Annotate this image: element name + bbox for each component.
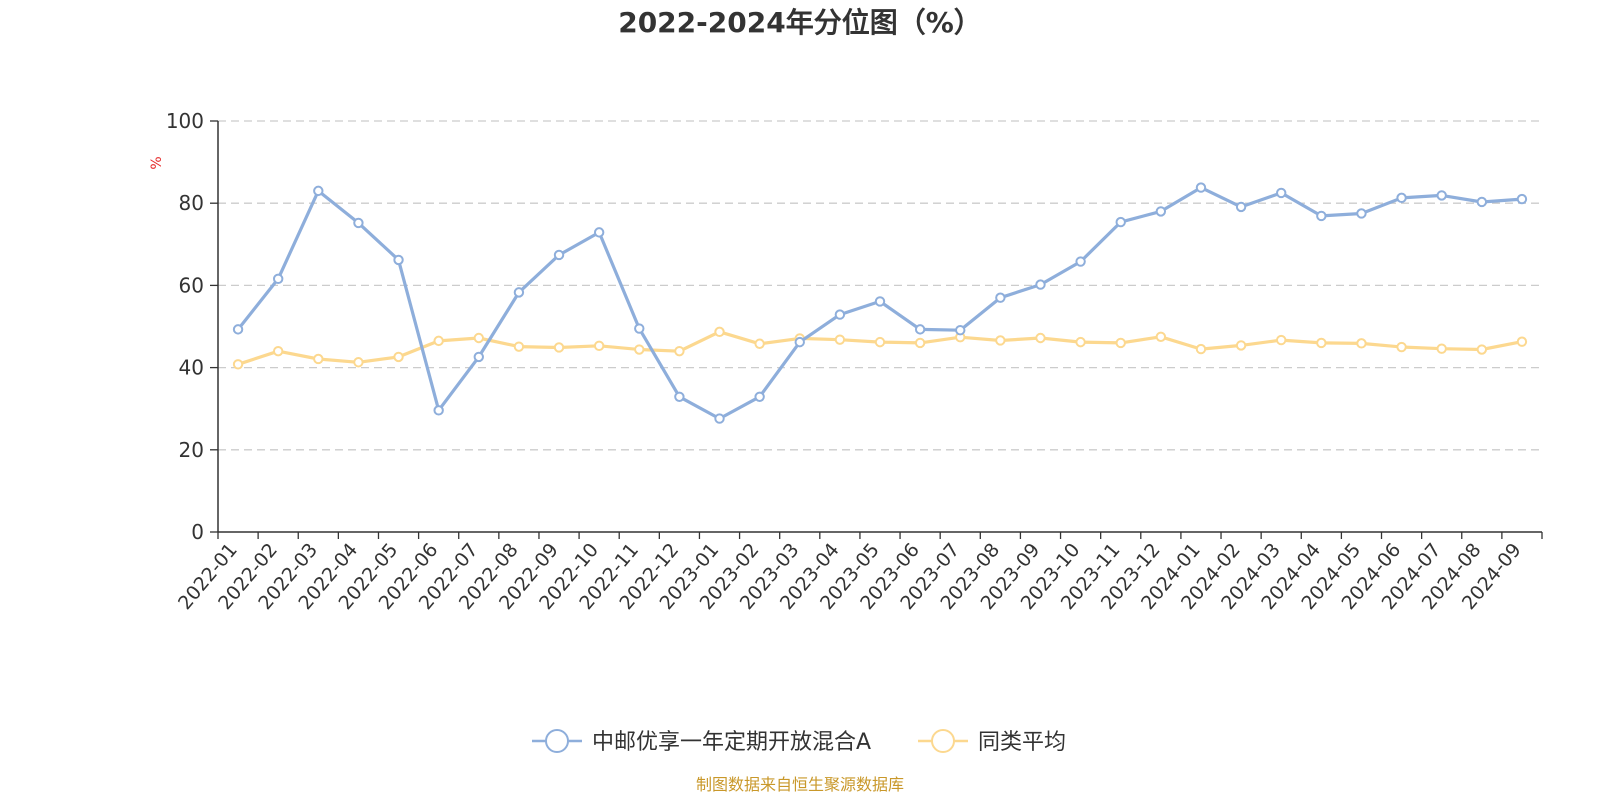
data-point[interactable]	[553, 342, 565, 353]
legend-label: 同类平均	[978, 730, 1066, 755]
data-point[interactable]	[995, 335, 1006, 346]
data-point[interactable]	[473, 332, 484, 344]
series-line	[237, 330, 1523, 366]
data-point[interactable]	[1436, 190, 1447, 201]
data-point[interactable]	[1316, 210, 1327, 222]
legend-marker-icon	[545, 729, 569, 753]
y-tick-label: 0	[191, 520, 204, 544]
data-point[interactable]	[513, 341, 525, 352]
x-axis-ticks: 2022-012022-022022-032022-042022-052022-…	[174, 532, 1543, 614]
data-point[interactable]	[1476, 196, 1488, 208]
legend-item-series-1[interactable]: 中邮优享一年定期开放混合A	[532, 729, 871, 755]
data-point[interactable]	[1396, 341, 1407, 353]
legend-item-series-2[interactable]: 同类平均	[918, 729, 1066, 755]
y-axis-unit-label: %	[149, 156, 165, 169]
legend-marker-icon	[931, 729, 955, 753]
data-point[interactable]	[634, 344, 645, 355]
data-point[interactable]	[1195, 182, 1207, 193]
data-point[interactable]	[874, 296, 886, 307]
data-point[interactable]	[634, 323, 645, 334]
chart-title: 2022-2024年分位图（%）	[618, 6, 982, 39]
data-point[interactable]	[1155, 331, 1167, 342]
data-point[interactable]	[593, 227, 605, 238]
data-point[interactable]	[1035, 279, 1046, 290]
data-point[interactable]	[714, 413, 725, 424]
data-point[interactable]	[1235, 201, 1247, 213]
source-note: 制图数据来自恒生聚源数据库	[696, 775, 904, 794]
data-point[interactable]	[353, 217, 364, 229]
data-point[interactable]	[834, 309, 846, 320]
data-point[interactable]	[1396, 192, 1407, 204]
y-axis-ticks: 0 20 40 60 80 100	[166, 109, 218, 544]
data-point[interactable]	[794, 336, 805, 348]
data-point[interactable]	[834, 334, 846, 345]
data-point[interactable]	[1115, 216, 1126, 228]
y-tick-label: 100	[166, 109, 204, 133]
data-point[interactable]	[473, 351, 484, 363]
data-point[interactable]	[553, 249, 565, 261]
data-point[interactable]	[1356, 338, 1367, 349]
legend-label: 中邮优享一年定期开放混合A	[592, 730, 871, 755]
data-point[interactable]	[1316, 337, 1327, 349]
data-point[interactable]	[914, 324, 926, 335]
y-tick-label: 80	[179, 191, 204, 215]
legend[interactable]: 中邮优享一年定期开放混合A 同类平均	[532, 729, 1066, 755]
data-point[interactable]	[1356, 208, 1367, 219]
data-point[interactable]	[674, 391, 685, 402]
y-tick-label: 40	[179, 356, 204, 380]
data-point[interactable]	[955, 324, 966, 336]
data-point[interactable]	[1075, 336, 1086, 348]
data-point[interactable]	[433, 335, 444, 347]
y-tick-label: 20	[179, 438, 204, 462]
data-point[interactable]	[513, 287, 525, 298]
data-point[interactable]	[1276, 334, 1287, 346]
data-point[interactable]	[272, 273, 284, 285]
data-point[interactable]	[1476, 344, 1488, 355]
data-point[interactable]	[1436, 343, 1447, 354]
gridlines	[218, 120, 1542, 451]
data-point[interactable]	[1516, 336, 1528, 347]
data-point[interactable]	[714, 326, 725, 338]
data-point[interactable]	[1075, 256, 1086, 267]
series-1	[232, 182, 1528, 424]
data-point[interactable]	[433, 405, 444, 416]
data-point[interactable]	[1155, 206, 1167, 217]
data-point[interactable]	[874, 336, 886, 348]
data-point[interactable]	[754, 391, 765, 402]
data-point[interactable]	[674, 345, 685, 357]
data-point[interactable]	[1516, 193, 1528, 205]
data-point[interactable]	[313, 185, 324, 197]
data-point[interactable]	[593, 340, 605, 352]
data-point[interactable]	[1195, 343, 1207, 355]
data-point[interactable]	[1115, 337, 1126, 349]
data-point[interactable]	[393, 351, 404, 363]
data-point[interactable]	[1035, 332, 1046, 344]
data-point[interactable]	[353, 357, 364, 368]
series-layer	[232, 182, 1528, 424]
data-point[interactable]	[272, 345, 284, 357]
data-point[interactable]	[313, 353, 324, 365]
data-point[interactable]	[995, 292, 1006, 303]
data-point[interactable]	[393, 254, 404, 266]
data-point[interactable]	[232, 359, 244, 370]
data-point[interactable]	[232, 324, 244, 335]
data-point[interactable]	[914, 337, 926, 349]
data-point[interactable]	[1235, 340, 1247, 351]
series-2	[232, 326, 1528, 370]
data-point[interactable]	[754, 338, 765, 349]
data-point[interactable]	[1276, 187, 1287, 199]
axes	[217, 121, 1542, 533]
y-tick-label: 60	[179, 273, 204, 297]
